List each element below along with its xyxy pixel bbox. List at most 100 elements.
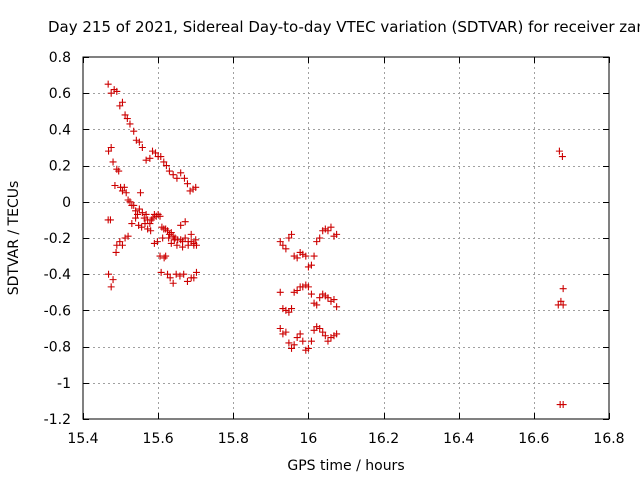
data-point <box>160 254 168 262</box>
data-point <box>159 234 167 242</box>
data-point <box>113 87 121 95</box>
y-tick-label: 0.8 <box>49 50 71 66</box>
data-point <box>285 234 293 242</box>
data-point <box>126 198 134 206</box>
data-point <box>173 174 181 182</box>
data-point <box>136 189 144 197</box>
x-tick-label: 16.2 <box>368 431 399 447</box>
data-point <box>192 236 200 244</box>
data-point <box>307 337 315 345</box>
data-point <box>330 296 338 304</box>
data-point <box>324 294 332 302</box>
data-point <box>304 344 312 352</box>
data-point <box>104 80 112 88</box>
data-point <box>128 220 136 228</box>
data-point <box>327 223 335 231</box>
x-tick-labels: 15.4 15.6 15.8 16 16.2 16.4 16.6 16.8 <box>67 431 624 447</box>
data-point <box>115 167 123 175</box>
data-point <box>558 153 566 161</box>
data-point <box>307 290 315 298</box>
x-tick-label: 15.8 <box>218 431 249 447</box>
data-point <box>333 330 341 338</box>
y-tick-label: 0.2 <box>49 159 71 175</box>
data-point <box>319 328 327 336</box>
data-point <box>132 207 140 215</box>
grid-layer <box>83 57 609 419</box>
data-point <box>299 337 307 345</box>
data-point <box>169 279 177 287</box>
data-point <box>333 303 341 311</box>
data-point <box>165 234 173 242</box>
x-tick-label: 15.4 <box>67 431 98 447</box>
data-point <box>285 308 293 316</box>
data-point <box>142 156 150 164</box>
data-point <box>555 147 563 155</box>
data-point <box>107 283 115 291</box>
data-point <box>176 272 184 280</box>
data-point <box>181 218 189 226</box>
data-point <box>124 232 132 240</box>
data-point <box>183 277 191 285</box>
data-point <box>138 144 146 151</box>
data-point <box>105 270 113 278</box>
data-point <box>276 325 284 332</box>
data-point <box>279 241 287 249</box>
data-point <box>165 167 173 175</box>
data-point <box>559 301 567 309</box>
data-point <box>324 227 332 235</box>
data-point <box>135 138 143 146</box>
data-point <box>192 241 200 249</box>
y-tick-label: -0.8 <box>44 340 71 356</box>
data-point <box>190 274 198 282</box>
tick-layer <box>83 57 610 420</box>
data-point <box>162 162 170 170</box>
data-point <box>141 220 149 228</box>
data-point <box>559 285 567 293</box>
data-point <box>180 174 188 182</box>
data-point <box>293 286 301 294</box>
data-point <box>120 183 128 191</box>
data-point <box>118 241 126 249</box>
data-point <box>107 89 115 97</box>
data-point <box>559 401 567 409</box>
data-point <box>304 283 312 291</box>
x-tick-label: 16 <box>300 431 318 447</box>
data-point <box>121 111 129 119</box>
y-tick-label: -0.6 <box>44 303 71 319</box>
data-point <box>146 154 154 162</box>
x-tick-label: 16.6 <box>518 431 549 447</box>
data-point <box>111 182 119 190</box>
data-point <box>169 171 177 179</box>
data-point <box>177 169 185 177</box>
data-point <box>276 288 284 296</box>
data-point <box>135 205 143 213</box>
y-tick-label: 0 <box>62 195 71 211</box>
chart-title: Day 215 of 2021, Sidereal Day-to-day VTE… <box>48 18 640 36</box>
data-point <box>112 248 120 256</box>
data-point <box>122 189 130 197</box>
data-point <box>164 270 172 278</box>
data-point <box>282 328 290 336</box>
data-point <box>183 180 191 188</box>
data-point <box>316 294 324 302</box>
data-point <box>132 214 140 222</box>
data-point <box>282 245 290 253</box>
data-point <box>157 153 165 161</box>
data-point <box>107 144 115 151</box>
data-point <box>105 147 113 155</box>
data-point <box>310 326 318 334</box>
y-axis-label: SDTVAR / TECUs <box>6 181 22 296</box>
y-tick-label: 0.4 <box>49 122 71 138</box>
data-point <box>106 216 114 224</box>
data-point <box>288 344 296 352</box>
x-tick-label: 15.6 <box>143 431 174 447</box>
data-point <box>160 158 168 166</box>
data-point <box>116 102 124 110</box>
data-point <box>192 183 200 191</box>
data-point <box>316 325 324 332</box>
data-point <box>324 337 332 345</box>
data-point <box>557 297 565 305</box>
data-point <box>321 332 329 340</box>
data-point <box>164 227 172 235</box>
